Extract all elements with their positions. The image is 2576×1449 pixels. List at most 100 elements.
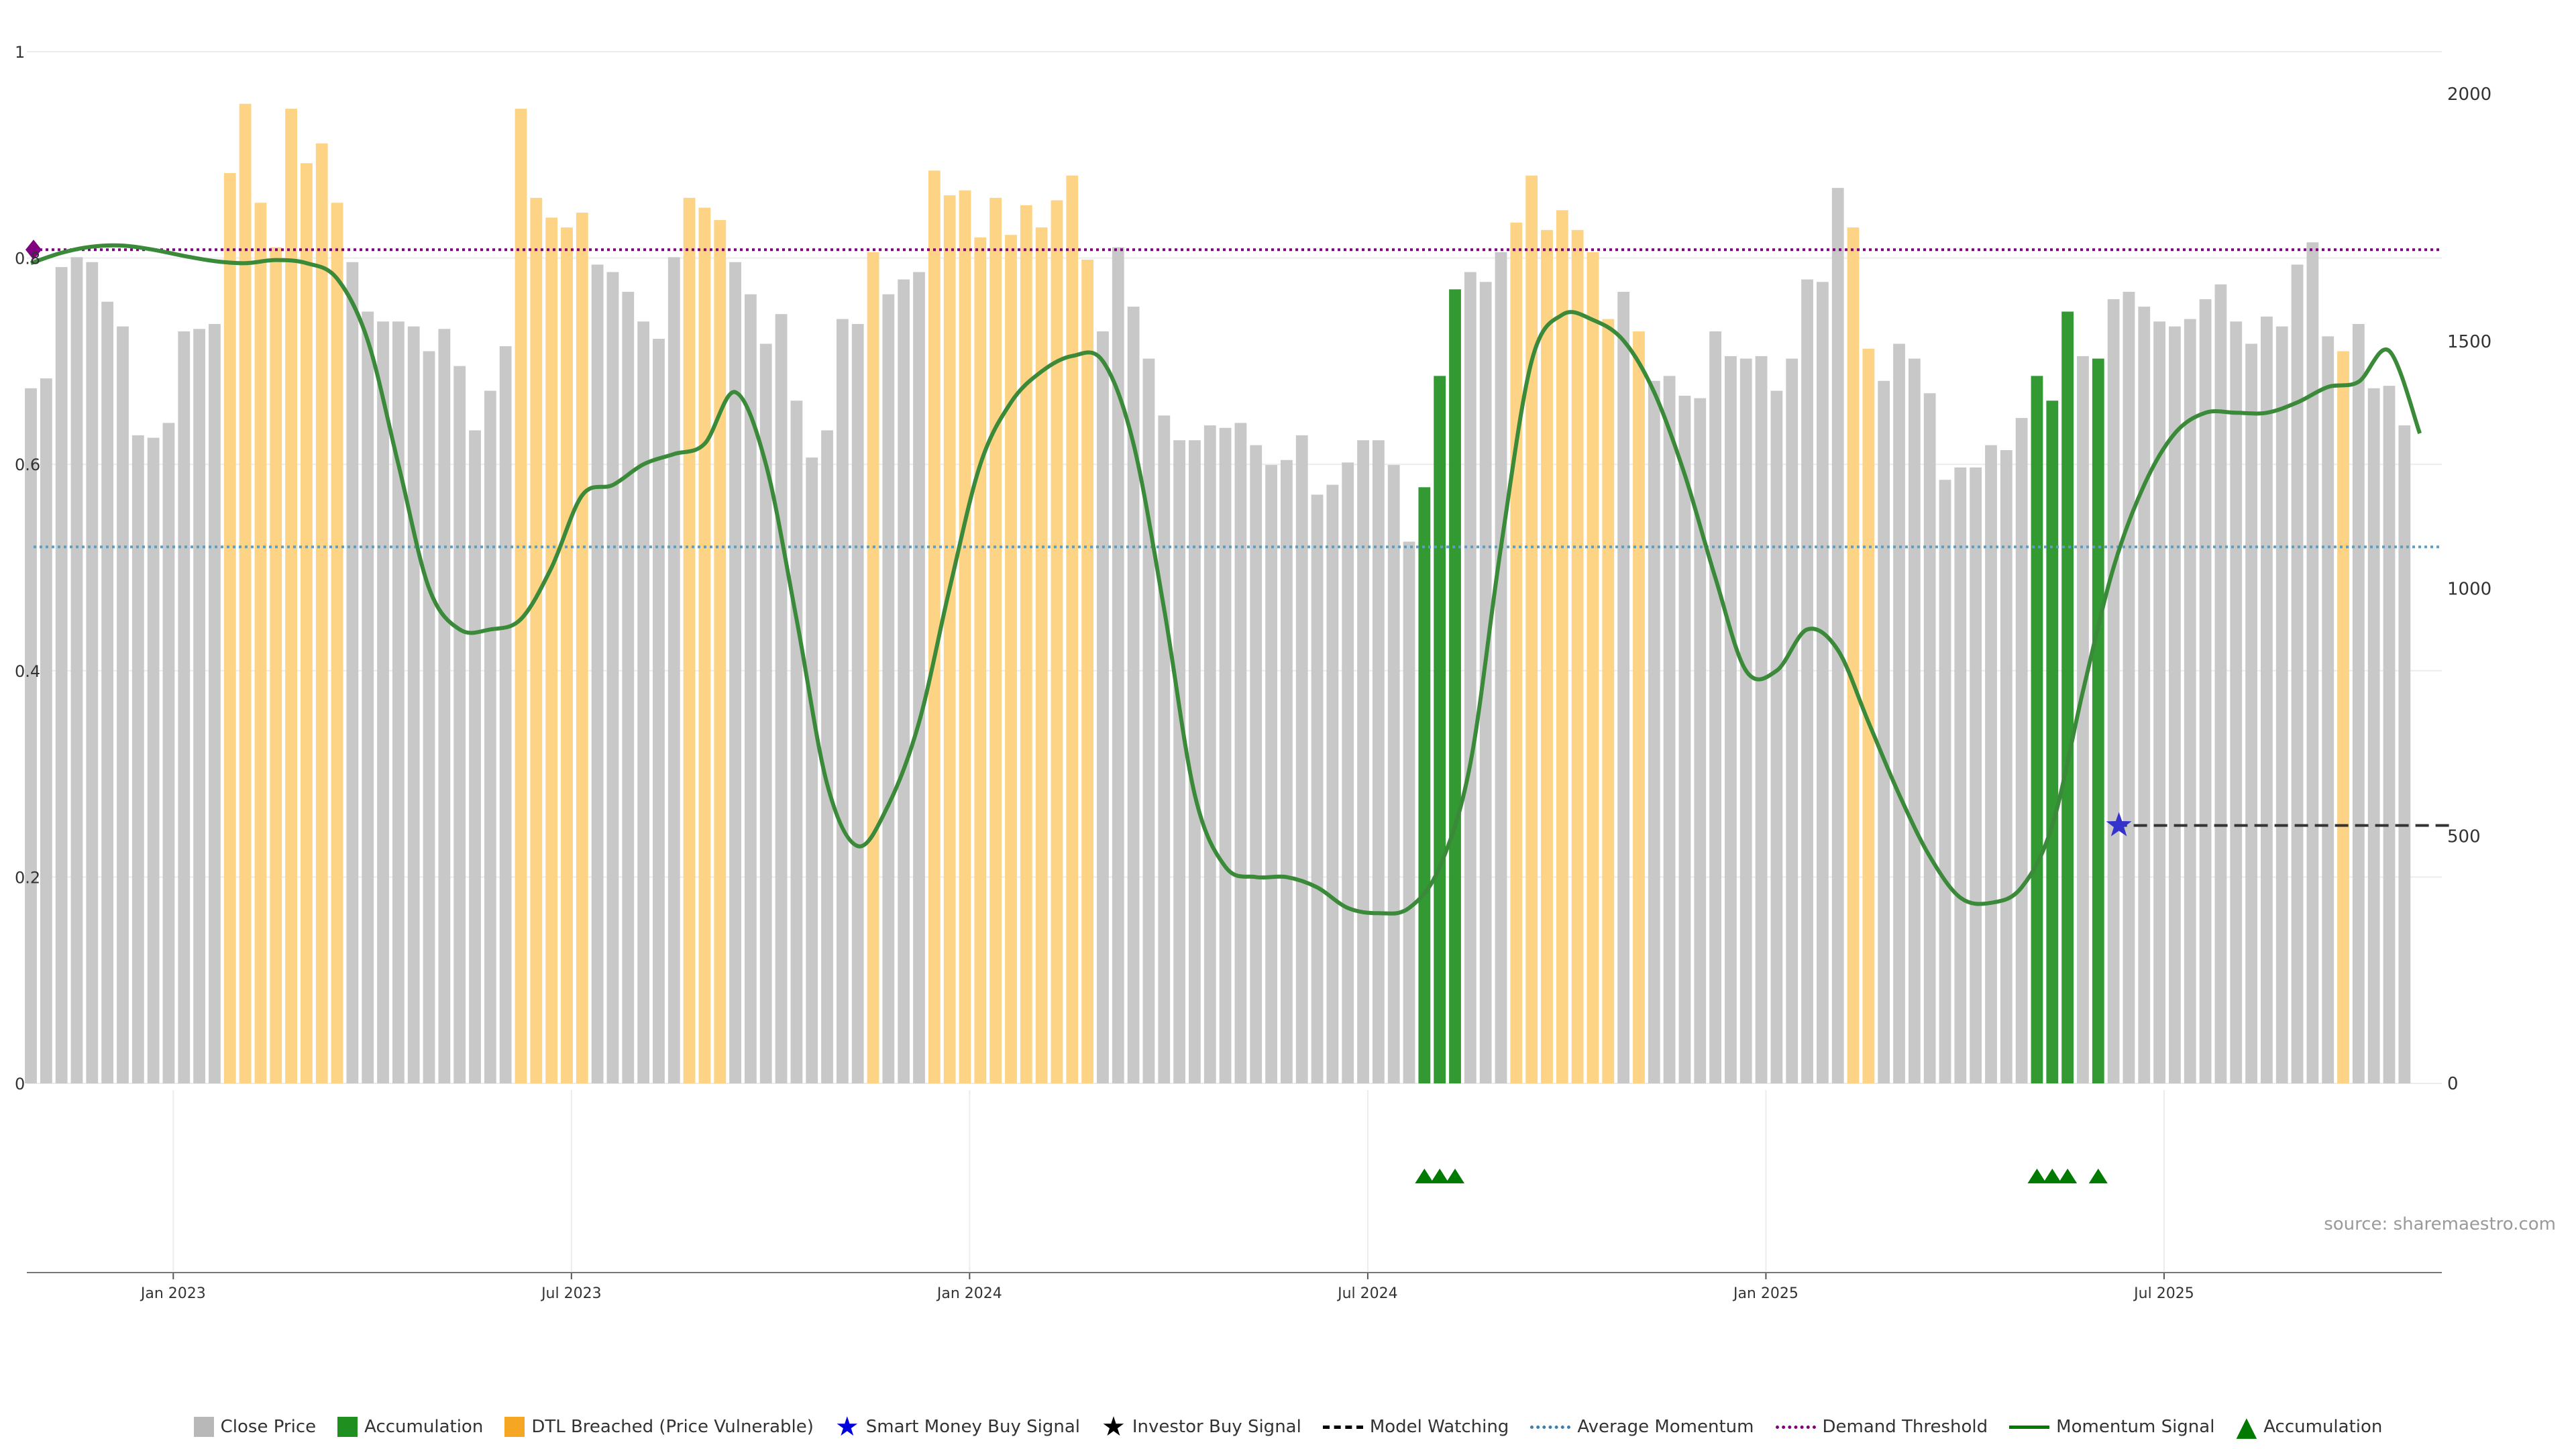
price-bar <box>1617 292 1630 1083</box>
dtl-bar <box>2337 351 2349 1083</box>
price-bar <box>2275 326 2288 1083</box>
price-bar <box>2245 343 2257 1083</box>
price-bar <box>2153 321 2165 1083</box>
dtl-bar <box>301 163 313 1083</box>
legend-item: Average Momentum <box>1530 1417 1754 1437</box>
dtl-bar <box>959 190 971 1083</box>
left-tick-label: 0.2 <box>15 868 40 887</box>
price-bar <box>806 458 818 1083</box>
dtl-bar <box>698 207 711 1083</box>
price-bar <box>1127 307 1140 1083</box>
accumulation-bar <box>2031 376 2043 1083</box>
dotted-line-icon <box>1775 1425 1816 1429</box>
price-bar <box>2077 356 2089 1083</box>
price-bar <box>2352 323 2365 1083</box>
price-bar <box>1954 467 1967 1083</box>
price-bar <box>1923 393 1936 1083</box>
source-label: source: sharemaestro.com <box>2324 1214 2556 1234</box>
price-bar <box>591 264 604 1083</box>
right-tick-label: 0 <box>2447 1074 2459 1094</box>
price-bar <box>2322 336 2334 1083</box>
price-bar <box>209 323 221 1083</box>
dotted-line-icon <box>1530 1425 1571 1429</box>
price-bar <box>882 294 895 1083</box>
dtl-bar <box>1020 205 1032 1083</box>
right-tick-label: 1000 <box>2447 580 2491 600</box>
signal-markers <box>25 239 2132 1183</box>
accumulation-bar <box>1449 289 1461 1083</box>
accumulation-triangle <box>2027 1169 2047 1183</box>
price-bar <box>667 257 680 1083</box>
price-bar <box>637 321 650 1083</box>
x-tick-label: Jan 2023 <box>140 1285 206 1302</box>
price-bar <box>1479 282 1492 1083</box>
price-bar <box>2230 321 2243 1083</box>
price-bar <box>2260 316 2273 1083</box>
price-bar <box>1770 390 1783 1083</box>
price-bar <box>1495 252 1507 1083</box>
price-bar <box>1280 460 1293 1083</box>
legend-item: Momentum Signal <box>2009 1417 2214 1437</box>
demand-marker-diamond <box>25 239 42 260</box>
price-bar <box>759 343 772 1083</box>
dtl-bar <box>714 220 727 1083</box>
dtl-bar <box>1035 227 1048 1083</box>
momentum-signal-line <box>30 243 2422 916</box>
price-bar <box>1755 356 1768 1083</box>
smart-money-buy-signal-star <box>2106 812 2132 837</box>
accumulation-triangle <box>2043 1169 2062 1183</box>
price-bar <box>1464 272 1477 1083</box>
price-bar <box>423 351 435 1083</box>
legend-label: Close Price <box>220 1417 317 1437</box>
price-bar <box>1387 465 1400 1083</box>
price-bar <box>178 331 191 1083</box>
price-bar <box>1786 358 1799 1083</box>
price-bar <box>1173 440 1186 1083</box>
square-icon <box>337 1417 358 1437</box>
price-bar <box>790 400 803 1083</box>
dashed-line-icon <box>1322 1425 1363 1429</box>
price-bar <box>2398 425 2411 1083</box>
price-bar <box>1311 494 1324 1083</box>
price-bar <box>2138 307 2151 1083</box>
price-bar <box>898 279 910 1083</box>
price-bar <box>407 326 420 1083</box>
dtl-bar <box>515 109 527 1083</box>
accumulation-bar <box>1418 487 1431 1083</box>
price-bar <box>1709 331 1721 1083</box>
price-bar <box>1694 398 1707 1083</box>
dtl-bar <box>1571 229 1584 1083</box>
price-bar <box>1985 445 1997 1083</box>
price-bar <box>1648 380 1660 1083</box>
momentum-series <box>30 243 2422 916</box>
accumulation-bar <box>1434 376 1446 1083</box>
x-tick-label: Jul 2023 <box>540 1285 602 1302</box>
dtl-bar <box>928 170 941 1083</box>
triangle-icon: ▲ <box>2236 1411 2257 1442</box>
price-bar <box>1831 188 1844 1083</box>
price-bar <box>162 423 175 1083</box>
dtl-bar <box>1510 222 1523 1083</box>
price-bar <box>40 378 52 1083</box>
dtl-bar <box>545 217 558 1083</box>
price-bar <box>1112 247 1124 1083</box>
legend-label: Model Watching <box>1369 1417 1509 1437</box>
price-bar <box>1939 480 1951 1083</box>
price-bar <box>653 339 665 1083</box>
price-bar <box>1878 380 1890 1083</box>
dtl-bar <box>974 237 987 1083</box>
price-bar <box>101 301 114 1083</box>
legend-item: ★ Smart Money Buy Signal <box>835 1411 1080 1442</box>
price-bar <box>484 390 496 1083</box>
left-tick-label: 0 <box>15 1075 25 1093</box>
legend-label: Accumulation <box>364 1417 484 1437</box>
price-bar <box>1678 395 1691 1083</box>
dtl-bar <box>1066 175 1079 1083</box>
star-icon: ★ <box>835 1411 859 1442</box>
dtl-bar <box>331 203 343 1083</box>
price-bar <box>438 329 451 1083</box>
price-bar <box>622 292 635 1083</box>
price-bar <box>1250 445 1263 1083</box>
price-bar <box>1663 376 1676 1083</box>
price-bar <box>392 321 405 1083</box>
